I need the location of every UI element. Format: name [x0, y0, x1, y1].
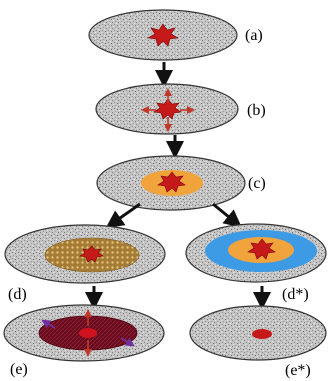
- core: [79, 328, 97, 338]
- panel-d: (d): [4, 224, 166, 303]
- label-e-star: (e*): [285, 362, 311, 379]
- purple-arrow-left: [41, 319, 56, 329]
- flow-arrow-c-dstar: [212, 202, 242, 228]
- purple-arrow-right: [120, 337, 135, 347]
- panel-e: (e): [3, 304, 165, 378]
- panel-d-star: (d*): [185, 223, 327, 303]
- panel-c: (c): [96, 155, 266, 211]
- label-d-star: (d*): [282, 286, 309, 303]
- burst-icon: [79, 245, 104, 263]
- panel-a: (a): [88, 9, 263, 61]
- label-d: (d): [8, 286, 27, 303]
- label-c: (c): [248, 175, 266, 192]
- small-core: [252, 329, 272, 339]
- burst-icon: [247, 238, 276, 260]
- burst-icon: [147, 23, 179, 47]
- burst-icon: [157, 171, 186, 193]
- panel-e-star: (e*): [189, 305, 327, 379]
- burst-icon: [153, 98, 182, 120]
- label-b: (b): [247, 102, 266, 119]
- panel-b: (b): [95, 83, 266, 135]
- label-e: (e): [10, 361, 28, 378]
- label-a: (a): [245, 27, 263, 44]
- flow-arrow-c-d: [105, 202, 141, 229]
